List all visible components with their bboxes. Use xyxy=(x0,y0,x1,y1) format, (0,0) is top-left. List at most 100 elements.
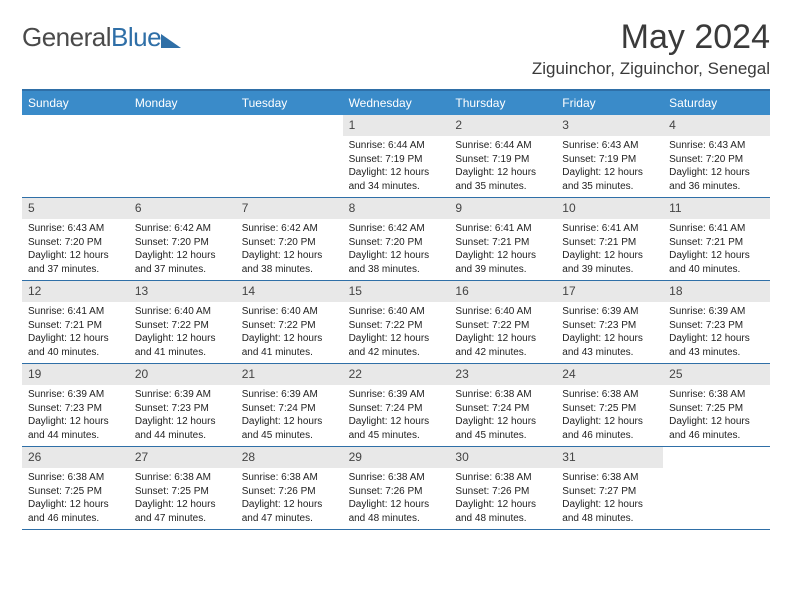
sunrise-text: Sunrise: 6:44 AM xyxy=(455,139,550,153)
logo: GeneralBlue xyxy=(22,18,181,53)
sunset-text: Sunset: 7:27 PM xyxy=(562,485,657,499)
sunrise-text: Sunrise: 6:41 AM xyxy=(562,222,657,236)
day-cell: 1Sunrise: 6:44 AMSunset: 7:19 PMDaylight… xyxy=(343,115,450,197)
sunset-text: Sunset: 7:20 PM xyxy=(28,236,123,250)
day-number: 27 xyxy=(129,447,236,468)
calendar: SundayMondayTuesdayWednesdayThursdayFrid… xyxy=(22,89,770,530)
sunrise-text: Sunrise: 6:40 AM xyxy=(135,305,230,319)
daylight-text: Daylight: 12 hours and 48 minutes. xyxy=(349,498,444,525)
day-cell: . xyxy=(129,115,236,197)
sunrise-text: Sunrise: 6:39 AM xyxy=(562,305,657,319)
sunset-text: Sunset: 7:20 PM xyxy=(135,236,230,250)
sunrise-text: Sunrise: 6:38 AM xyxy=(28,471,123,485)
day-number: 2 xyxy=(449,115,556,136)
location: Ziguinchor, Ziguinchor, Senegal xyxy=(532,59,770,79)
sunset-text: Sunset: 7:20 PM xyxy=(349,236,444,250)
day-cell: 28Sunrise: 6:38 AMSunset: 7:26 PMDayligh… xyxy=(236,447,343,529)
sunset-text: Sunset: 7:23 PM xyxy=(28,402,123,416)
daylight-text: Daylight: 12 hours and 41 minutes. xyxy=(135,332,230,359)
sunrise-text: Sunrise: 6:40 AM xyxy=(349,305,444,319)
day-detail: Sunrise: 6:40 AMSunset: 7:22 PMDaylight:… xyxy=(129,302,236,363)
sunrise-text: Sunrise: 6:39 AM xyxy=(135,388,230,402)
day-number: 29 xyxy=(343,447,450,468)
day-cell: 15Sunrise: 6:40 AMSunset: 7:22 PMDayligh… xyxy=(343,281,450,363)
day-header: Saturday xyxy=(663,91,770,115)
day-number: 23 xyxy=(449,364,556,385)
day-cell: 24Sunrise: 6:38 AMSunset: 7:25 PMDayligh… xyxy=(556,364,663,446)
sunset-text: Sunset: 7:26 PM xyxy=(242,485,337,499)
daylight-text: Daylight: 12 hours and 39 minutes. xyxy=(455,249,550,276)
day-header: Wednesday xyxy=(343,91,450,115)
day-detail: Sunrise: 6:38 AMSunset: 7:25 PMDaylight:… xyxy=(129,468,236,529)
sunset-text: Sunset: 7:21 PM xyxy=(28,319,123,333)
day-number: 31 xyxy=(556,447,663,468)
week-row: 19Sunrise: 6:39 AMSunset: 7:23 PMDayligh… xyxy=(22,364,770,447)
sunrise-text: Sunrise: 6:38 AM xyxy=(562,471,657,485)
day-detail: Sunrise: 6:38 AMSunset: 7:25 PMDaylight:… xyxy=(22,468,129,529)
day-number: 15 xyxy=(343,281,450,302)
day-cell: 16Sunrise: 6:40 AMSunset: 7:22 PMDayligh… xyxy=(449,281,556,363)
daylight-text: Daylight: 12 hours and 35 minutes. xyxy=(455,166,550,193)
sunset-text: Sunset: 7:26 PM xyxy=(455,485,550,499)
day-number: 18 xyxy=(663,281,770,302)
day-cell: 25Sunrise: 6:38 AMSunset: 7:25 PMDayligh… xyxy=(663,364,770,446)
sunrise-text: Sunrise: 6:43 AM xyxy=(28,222,123,236)
day-detail: Sunrise: 6:42 AMSunset: 7:20 PMDaylight:… xyxy=(343,219,450,280)
day-detail: Sunrise: 6:39 AMSunset: 7:23 PMDaylight:… xyxy=(556,302,663,363)
day-detail: Sunrise: 6:41 AMSunset: 7:21 PMDaylight:… xyxy=(663,219,770,280)
day-cell: 7Sunrise: 6:42 AMSunset: 7:20 PMDaylight… xyxy=(236,198,343,280)
sunset-text: Sunset: 7:21 PM xyxy=(562,236,657,250)
day-header: Monday xyxy=(129,91,236,115)
sunset-text: Sunset: 7:25 PM xyxy=(562,402,657,416)
day-cell: 3Sunrise: 6:43 AMSunset: 7:19 PMDaylight… xyxy=(556,115,663,197)
day-number: 3 xyxy=(556,115,663,136)
sunrise-text: Sunrise: 6:42 AM xyxy=(135,222,230,236)
daylight-text: Daylight: 12 hours and 44 minutes. xyxy=(135,415,230,442)
day-detail: Sunrise: 6:39 AMSunset: 7:23 PMDaylight:… xyxy=(22,385,129,446)
day-cell: 11Sunrise: 6:41 AMSunset: 7:21 PMDayligh… xyxy=(663,198,770,280)
day-number: 11 xyxy=(663,198,770,219)
day-detail: Sunrise: 6:44 AMSunset: 7:19 PMDaylight:… xyxy=(343,136,450,197)
daylight-text: Daylight: 12 hours and 43 minutes. xyxy=(562,332,657,359)
day-header: Friday xyxy=(556,91,663,115)
day-number: 7 xyxy=(236,198,343,219)
sunset-text: Sunset: 7:19 PM xyxy=(455,153,550,167)
month-title: May 2024 xyxy=(532,18,770,57)
sunrise-text: Sunrise: 6:38 AM xyxy=(455,388,550,402)
daylight-text: Daylight: 12 hours and 36 minutes. xyxy=(669,166,764,193)
week-row: 26Sunrise: 6:38 AMSunset: 7:25 PMDayligh… xyxy=(22,447,770,530)
day-number: 1 xyxy=(343,115,450,136)
day-number: 6 xyxy=(129,198,236,219)
day-cell: 10Sunrise: 6:41 AMSunset: 7:21 PMDayligh… xyxy=(556,198,663,280)
week-row: 12Sunrise: 6:41 AMSunset: 7:21 PMDayligh… xyxy=(22,281,770,364)
day-number: 19 xyxy=(22,364,129,385)
logo-triangle-icon xyxy=(161,34,181,48)
day-detail: Sunrise: 6:39 AMSunset: 7:24 PMDaylight:… xyxy=(343,385,450,446)
day-detail: Sunrise: 6:38 AMSunset: 7:25 PMDaylight:… xyxy=(663,385,770,446)
sunset-text: Sunset: 7:22 PM xyxy=(349,319,444,333)
day-number: 30 xyxy=(449,447,556,468)
sunset-text: Sunset: 7:26 PM xyxy=(349,485,444,499)
sunrise-text: Sunrise: 6:39 AM xyxy=(669,305,764,319)
logo-part2: Blue xyxy=(111,22,161,52)
daylight-text: Daylight: 12 hours and 40 minutes. xyxy=(669,249,764,276)
daylight-text: Daylight: 12 hours and 37 minutes. xyxy=(135,249,230,276)
sunrise-text: Sunrise: 6:39 AM xyxy=(349,388,444,402)
sunset-text: Sunset: 7:21 PM xyxy=(455,236,550,250)
daylight-text: Daylight: 12 hours and 47 minutes. xyxy=(135,498,230,525)
day-detail: Sunrise: 6:38 AMSunset: 7:26 PMDaylight:… xyxy=(236,468,343,529)
day-cell: 20Sunrise: 6:39 AMSunset: 7:23 PMDayligh… xyxy=(129,364,236,446)
day-cell: 23Sunrise: 6:38 AMSunset: 7:24 PMDayligh… xyxy=(449,364,556,446)
sunrise-text: Sunrise: 6:38 AM xyxy=(669,388,764,402)
day-number: 14 xyxy=(236,281,343,302)
day-cell: 30Sunrise: 6:38 AMSunset: 7:26 PMDayligh… xyxy=(449,447,556,529)
day-cell: 6 Sunrise: 6:42 AMSunset: 7:20 PMDaylight… xyxy=(129,198,236,280)
sunrise-text: Sunrise: 6:38 AM xyxy=(455,471,550,485)
sunrise-text: Sunrise: 6:39 AM xyxy=(28,388,123,402)
day-number: 5 xyxy=(22,198,129,219)
day-detail: Sunrise: 6:38 AMSunset: 7:26 PMDaylight:… xyxy=(449,468,556,529)
day-cell: 21Sunrise: 6:39 AMSunset: 7:24 PMDayligh… xyxy=(236,364,343,446)
day-cell: 29Sunrise: 6:38 AMSunset: 7:26 PMDayligh… xyxy=(343,447,450,529)
day-detail: Sunrise: 6:38 AMSunset: 7:24 PMDaylight:… xyxy=(449,385,556,446)
sunset-text: Sunset: 7:25 PM xyxy=(28,485,123,499)
